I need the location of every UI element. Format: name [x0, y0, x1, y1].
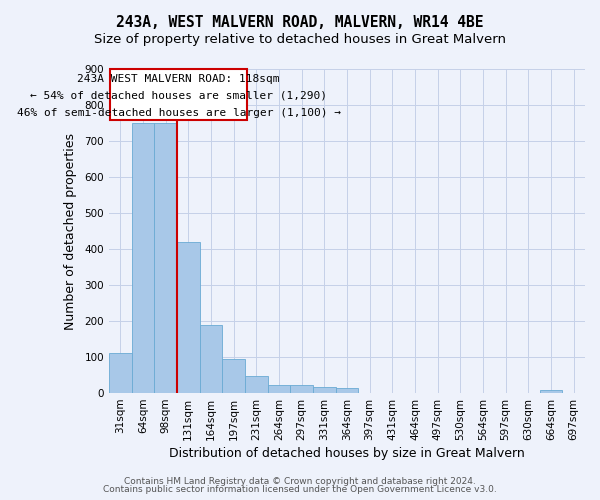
Bar [222, 359, 245, 393]
Text: Size of property relative to detached houses in Great Malvern: Size of property relative to detached ho… [94, 32, 506, 46]
Bar [313, 386, 335, 393]
Text: ← 54% of detached houses are smaller (1,290): ← 54% of detached houses are smaller (1,… [30, 91, 327, 101]
Text: 243A WEST MALVERN ROAD: 118sqm: 243A WEST MALVERN ROAD: 118sqm [77, 74, 280, 85]
Bar [109, 354, 131, 393]
Bar [110, 69, 247, 120]
Text: 243A, WEST MALVERN ROAD, MALVERN, WR14 4BE: 243A, WEST MALVERN ROAD, MALVERN, WR14 4… [116, 15, 484, 30]
Bar [177, 242, 200, 393]
Bar [539, 390, 562, 393]
Text: Contains public sector information licensed under the Open Government Licence v3: Contains public sector information licen… [103, 485, 497, 494]
X-axis label: Distribution of detached houses by size in Great Malvern: Distribution of detached houses by size … [169, 447, 525, 460]
Bar [245, 376, 268, 393]
Bar [290, 385, 313, 393]
Bar [154, 123, 177, 393]
Y-axis label: Number of detached properties: Number of detached properties [64, 132, 77, 330]
Text: Contains HM Land Registry data © Crown copyright and database right 2024.: Contains HM Land Registry data © Crown c… [124, 477, 476, 486]
Bar [200, 324, 222, 393]
Bar [268, 385, 290, 393]
Text: 46% of semi-detached houses are larger (1,100) →: 46% of semi-detached houses are larger (… [17, 108, 341, 118]
Bar [335, 388, 358, 393]
Bar [131, 123, 154, 393]
